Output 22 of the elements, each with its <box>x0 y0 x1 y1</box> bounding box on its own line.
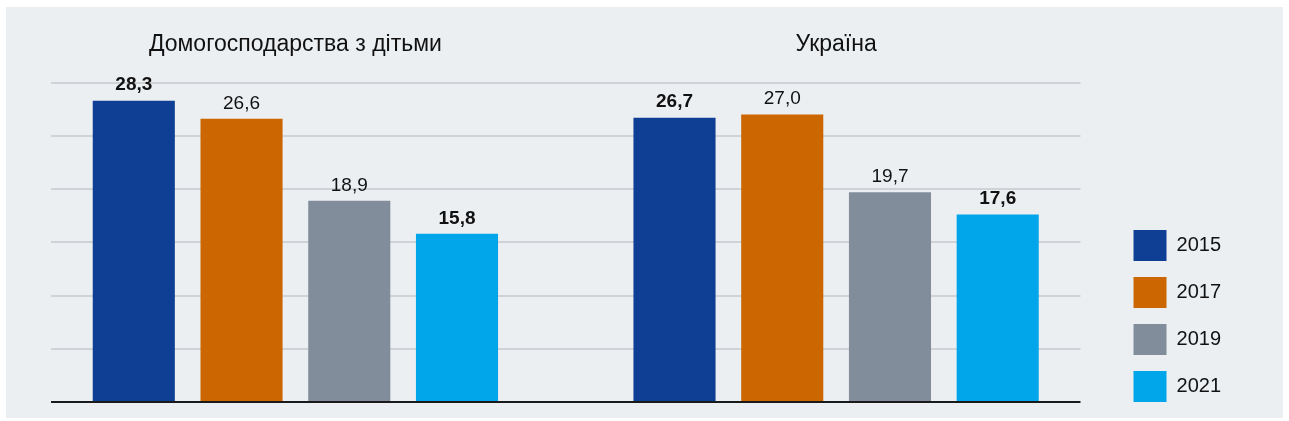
data-label: 28,3 <box>115 73 153 95</box>
legend-label: 2021 <box>1176 374 1222 397</box>
data-label: 27,0 <box>763 87 801 109</box>
data-label: 15,8 <box>438 206 476 228</box>
bar <box>956 214 1039 401</box>
bar <box>415 233 499 401</box>
bar <box>848 192 932 401</box>
legend-label: 2017 <box>1176 280 1222 303</box>
data-label: 26,6 <box>223 91 261 113</box>
x-tick-label: Домогосподарства з дітьми <box>148 30 442 57</box>
bar <box>308 200 391 401</box>
x-tick-label: Україна <box>795 30 877 57</box>
legend-label: 2015 <box>1176 233 1222 256</box>
data-label: 17,6 <box>979 187 1017 209</box>
legend-label: 2019 <box>1176 327 1222 350</box>
data-label: 19,7 <box>871 165 909 186</box>
bar <box>92 100 175 401</box>
data-label: 26,7 <box>656 90 693 112</box>
bar <box>200 118 283 401</box>
bar <box>633 117 716 401</box>
bar <box>741 114 824 401</box>
data-label: 18,9 <box>330 173 368 195</box>
